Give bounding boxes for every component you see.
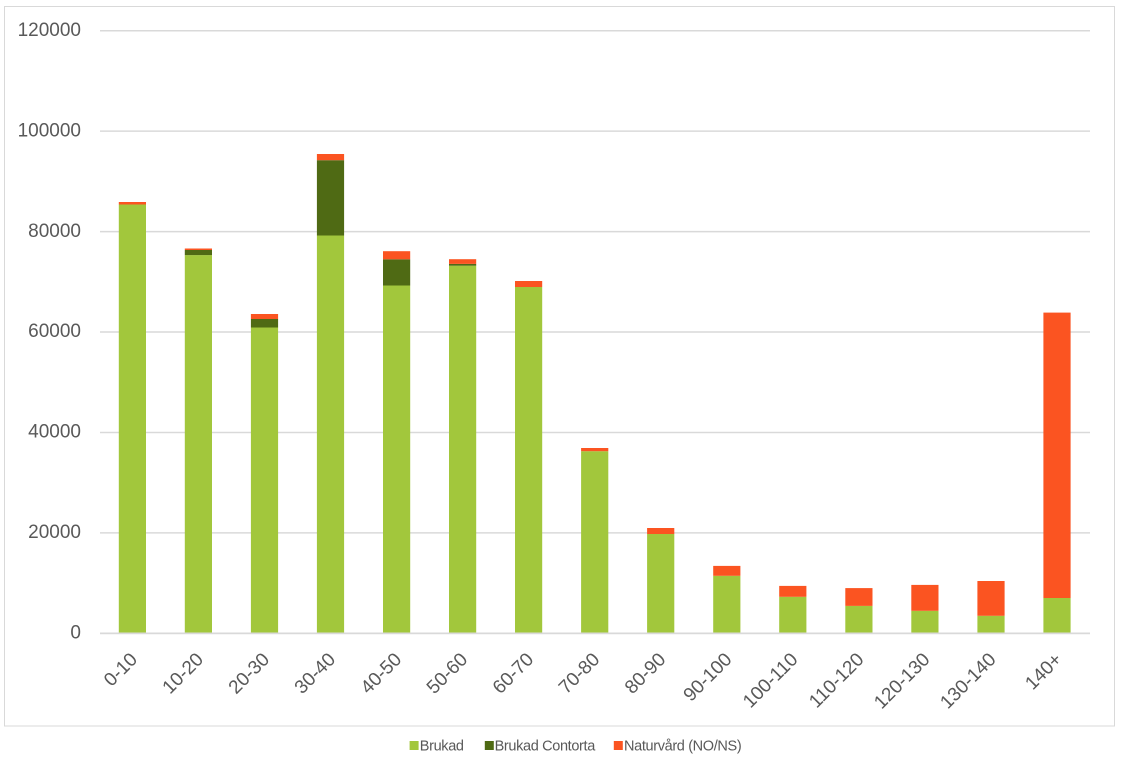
svg-text:Brukad Contorta: Brukad Contorta (495, 739, 597, 755)
svg-text:60000: 60000 (28, 321, 81, 342)
svg-text:Naturvård (NO/NS): Naturvård (NO/NS) (624, 739, 741, 755)
svg-text:20000: 20000 (28, 522, 81, 543)
svg-text:120000: 120000 (18, 20, 81, 41)
svg-text:0: 0 (70, 623, 81, 644)
svg-text:80000: 80000 (28, 221, 81, 242)
svg-text:100000: 100000 (18, 120, 81, 141)
svg-text:Brukad: Brukad (420, 739, 464, 755)
svg-text:40000: 40000 (28, 422, 81, 443)
